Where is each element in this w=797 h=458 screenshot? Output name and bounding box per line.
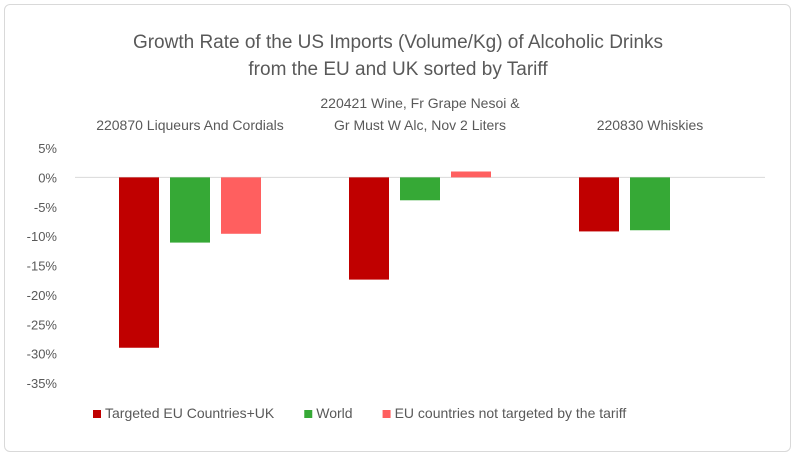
y-tick-label: 5% bbox=[38, 141, 57, 156]
y-tick-label: -15% bbox=[27, 259, 58, 274]
bar bbox=[119, 177, 159, 348]
chart-title-line: from the EU and UK sorted by Tariff bbox=[248, 59, 548, 80]
bar bbox=[630, 177, 670, 231]
bar bbox=[349, 177, 389, 280]
legend-swatch bbox=[382, 410, 391, 418]
category-label: 220421 Wine, Fr Grape Nesoi & bbox=[320, 95, 520, 111]
y-tick-label: -25% bbox=[27, 317, 58, 332]
y-tick-label: -5% bbox=[34, 200, 58, 215]
bar bbox=[451, 171, 491, 178]
category-label: Gr Must W Alc, Nov 2 Liters bbox=[334, 117, 506, 133]
y-tick-label: 0% bbox=[38, 170, 57, 185]
category-label: 220830 Whiskies bbox=[597, 117, 704, 133]
legend-label: Targeted EU Countries+UK bbox=[105, 405, 275, 421]
bar bbox=[579, 177, 619, 232]
y-tick-label: -35% bbox=[27, 376, 58, 391]
y-tick-label: -20% bbox=[27, 288, 58, 303]
legend-label: World bbox=[316, 405, 352, 421]
chart-title-line: Growth Rate of the US Imports (Volume/Kg… bbox=[133, 32, 663, 53]
legend-swatch bbox=[304, 410, 313, 418]
y-tick-label: -10% bbox=[27, 229, 58, 244]
bar bbox=[400, 177, 440, 201]
legend-label: EU countries not targeted by the tariff bbox=[395, 405, 627, 421]
bar bbox=[170, 177, 210, 243]
legend-swatch bbox=[93, 410, 101, 418]
chart-frame bbox=[4, 4, 791, 452]
y-tick-label: -30% bbox=[27, 347, 58, 362]
bar bbox=[221, 177, 261, 234]
category-label: 220870 Liqueurs And Cordials bbox=[96, 117, 284, 133]
